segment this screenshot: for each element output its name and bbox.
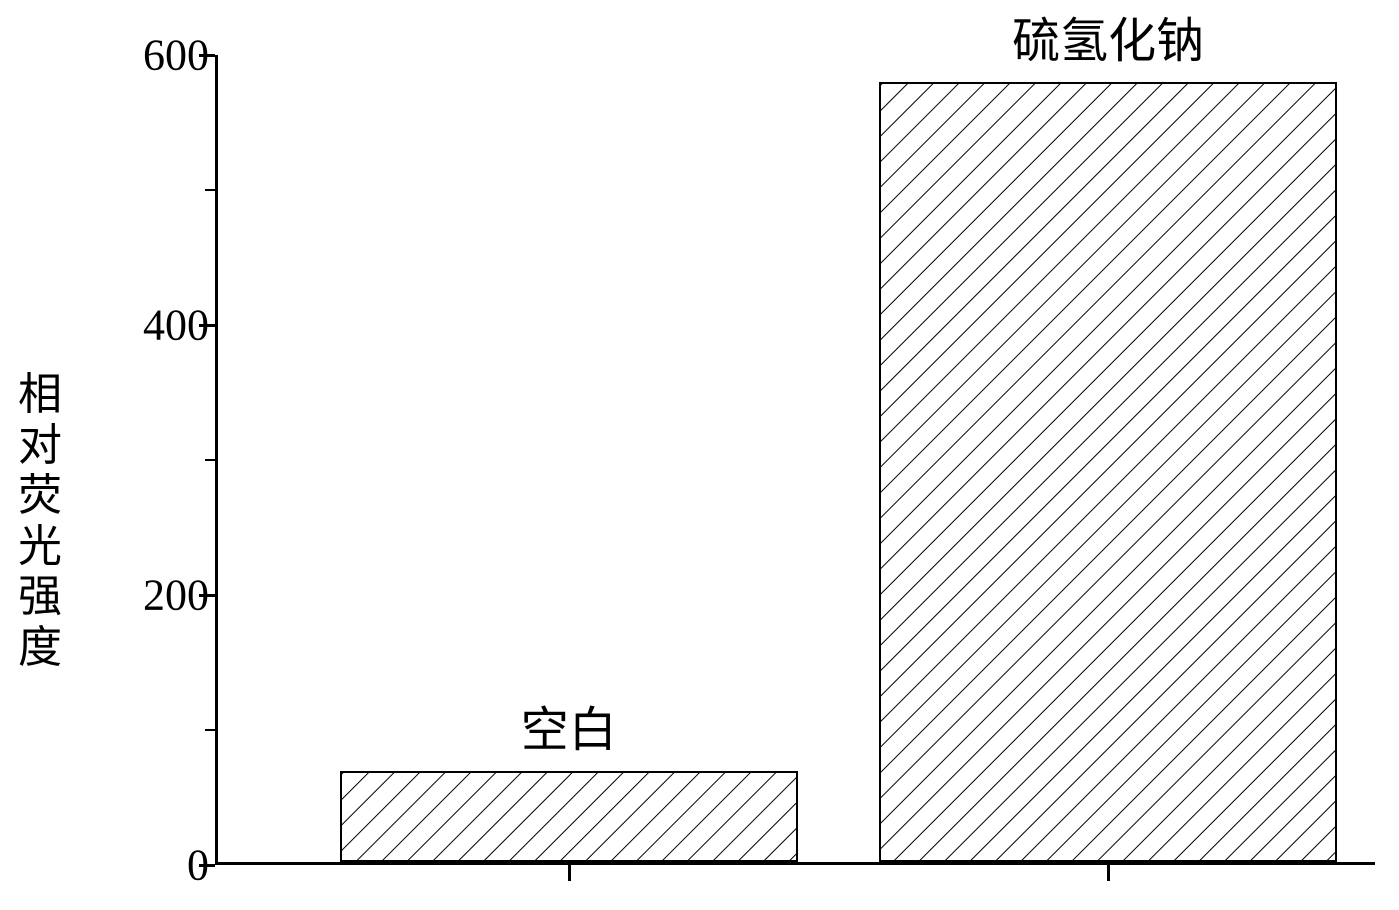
x-tick bbox=[1107, 865, 1110, 881]
y-tick-label: 400 bbox=[59, 300, 209, 351]
y-tick-minor bbox=[205, 189, 215, 191]
y-tick-minor bbox=[205, 459, 215, 461]
y-axis bbox=[215, 55, 218, 865]
ylabel-char: 度 bbox=[10, 623, 70, 674]
ylabel-char: 相 bbox=[10, 370, 70, 421]
y-tick-label: 0 bbox=[59, 840, 209, 891]
bar bbox=[879, 82, 1337, 862]
chart-container: 相 对 荧 光 强 度 0200400600 空白硫氢化钠 bbox=[0, 0, 1399, 910]
y-axis-label: 相 对 荧 光 强 度 bbox=[10, 370, 70, 674]
y-tick-major bbox=[199, 864, 215, 867]
y-tick-label: 600 bbox=[59, 30, 209, 81]
x-tick bbox=[568, 865, 571, 881]
y-tick-major bbox=[199, 594, 215, 597]
bar bbox=[340, 771, 798, 863]
ylabel-char: 对 bbox=[10, 421, 70, 472]
bar-label: 空白 bbox=[521, 690, 617, 760]
bar-label: 硫氢化钠 bbox=[1012, 1, 1204, 71]
y-tick-major bbox=[199, 54, 215, 57]
ylabel-char: 荧 bbox=[10, 471, 70, 522]
y-tick-minor bbox=[205, 729, 215, 731]
ylabel-char: 光 bbox=[10, 522, 70, 573]
y-tick-major bbox=[199, 324, 215, 327]
y-tick-label: 200 bbox=[59, 570, 209, 621]
plot-area: 空白硫氢化钠 bbox=[215, 55, 1375, 865]
